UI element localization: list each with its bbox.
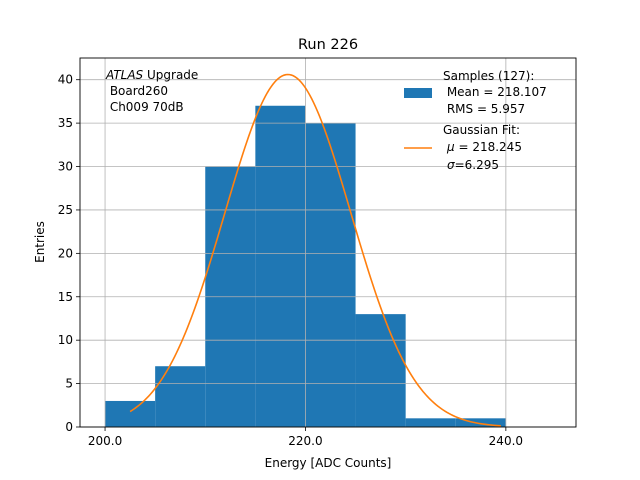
y-axis-ticks: 0 5 10 15 20 25 30 35 40 <box>58 73 80 434</box>
y-tick-label: 30 <box>58 160 73 174</box>
legend-fit-title: Gaussian Fit: <box>443 123 520 137</box>
annotation-board: Board260 <box>106 84 168 98</box>
svg-text:μ = 218.245: μ = 218.245 <box>446 140 522 154</box>
x-tick-label: 220.0 <box>288 434 322 448</box>
plot-frame <box>79 57 577 428</box>
annotation-upgrade: Upgrade <box>143 68 198 82</box>
histogram-bar <box>155 366 206 427</box>
x-tick-label: 200.0 <box>88 434 122 448</box>
histogram-bar <box>455 418 506 427</box>
legend-fit-mu-symbol: μ <box>446 140 455 154</box>
y-axis-label: Entries <box>33 221 47 263</box>
x-axis-label: Energy [ADC Counts] <box>265 456 392 470</box>
histogram-bar <box>105 400 156 427</box>
y-tick-label: 15 <box>58 290 73 304</box>
legend-hist-title: Samples (127): <box>443 69 534 83</box>
histogram-bar <box>255 105 306 428</box>
y-tick-label: 10 <box>58 333 73 347</box>
legend-hist-mean: Mean = 218.107 <box>443 85 547 99</box>
annotation-channel: Ch009 70dB <box>106 100 184 114</box>
y-tick-label: 5 <box>65 377 73 391</box>
histogram-bars <box>105 105 506 428</box>
legend-hist-swatch <box>404 88 432 98</box>
legend-hist-rms: RMS = 5.957 <box>443 102 525 116</box>
x-axis-ticks: 200.0 220.0 240.0 <box>88 427 523 448</box>
y-tick-label: 25 <box>58 203 73 217</box>
legend-fit-sigma-value: =6.295 <box>455 158 499 172</box>
atlas-annotation: ATLAS Upgrade Board260 Ch009 70dB <box>105 68 198 114</box>
legend-fit-sigma-symbol: σ <box>447 158 455 172</box>
legend-fit-mu-value: = 218.245 <box>455 140 522 154</box>
y-tick-label: 35 <box>58 116 73 130</box>
y-tick-label: 20 <box>58 246 73 260</box>
annotation-atlas: ATLAS <box>105 68 144 82</box>
legend: Samples (127): Mean = 218.107 RMS = 5.95… <box>404 69 547 172</box>
x-tick-label: 240.0 <box>489 434 523 448</box>
chart-title: Run 226 <box>298 37 358 53</box>
histogram-bar <box>355 314 406 427</box>
gaussian-fit-line <box>129 73 501 427</box>
svg-text:σ=6.295: σ=6.295 <box>447 158 499 172</box>
y-tick-label: 0 <box>65 420 73 434</box>
histogram-bar <box>305 123 356 427</box>
svg-text:ATLAS Upgrade: ATLAS Upgrade <box>105 68 198 82</box>
y-tick-label: 40 <box>58 73 73 87</box>
histogram-bar <box>405 418 456 427</box>
